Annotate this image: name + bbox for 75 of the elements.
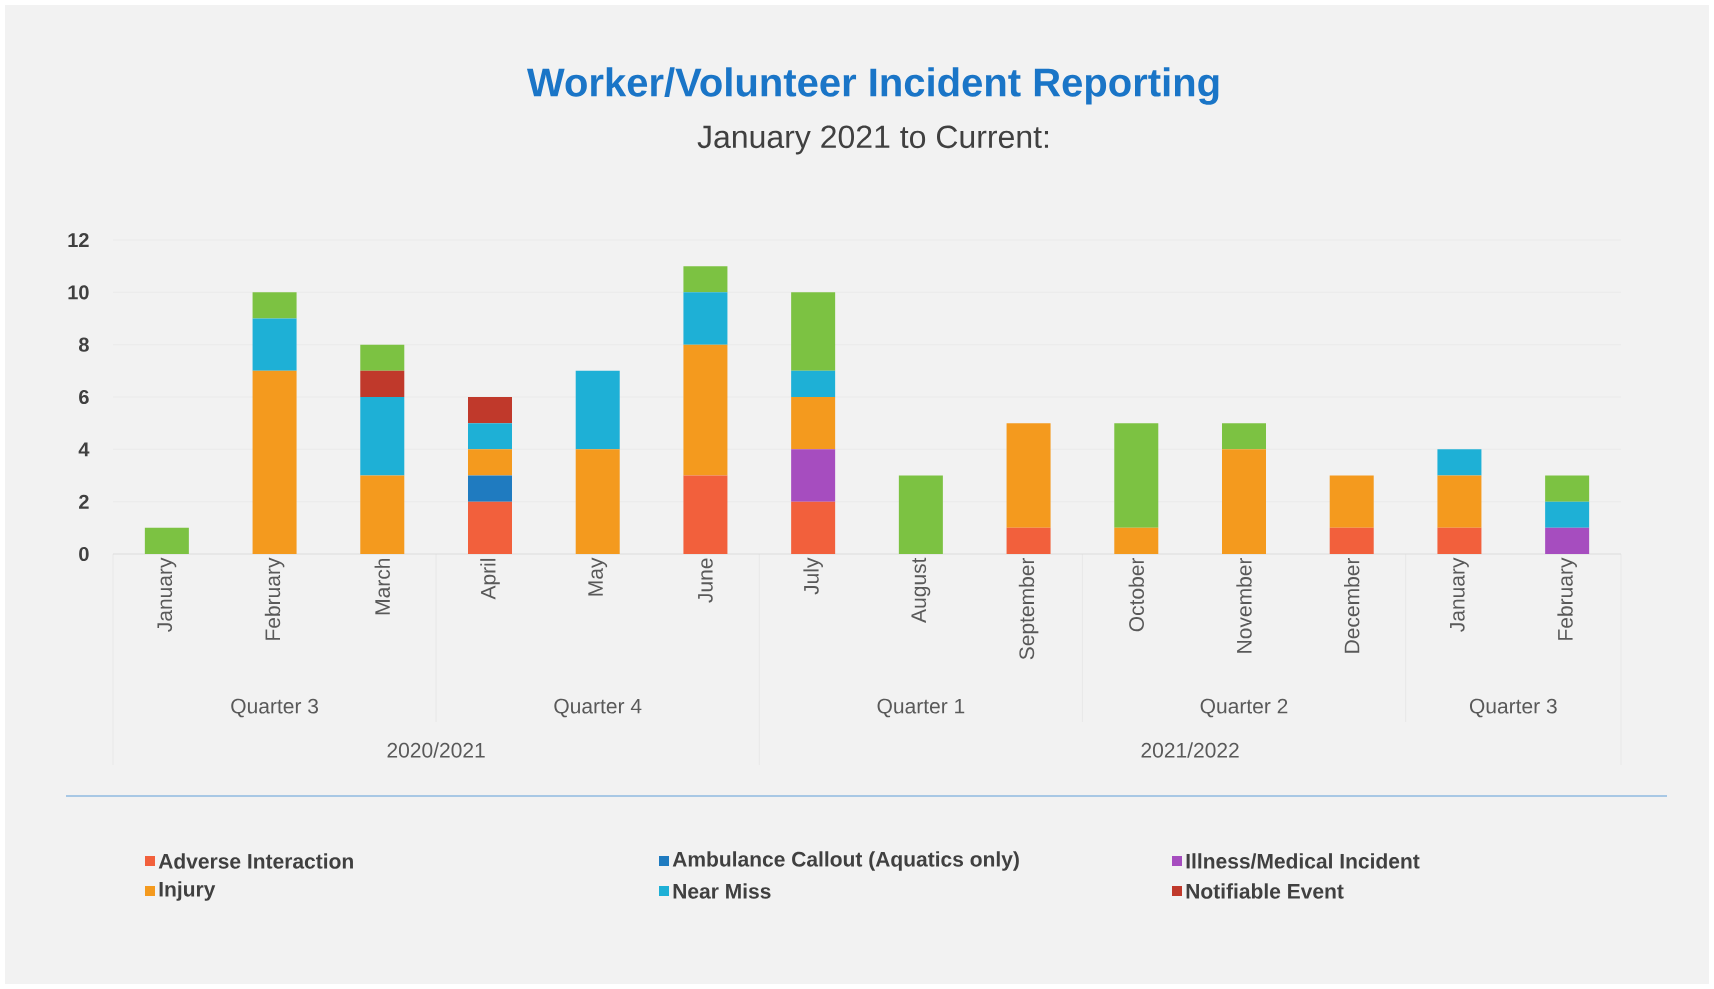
bar <box>1114 423 1159 528</box>
bar <box>1006 423 1051 528</box>
bar <box>360 475 405 555</box>
bar <box>252 370 297 555</box>
x-tick-label: March <box>374 558 390 615</box>
bar <box>360 344 405 371</box>
bar <box>360 370 405 398</box>
bar <box>791 370 836 398</box>
bar <box>575 370 620 450</box>
bar <box>791 449 836 502</box>
y-tick-label: 2 <box>79 494 89 509</box>
y-tick-label: 4 <box>78 442 90 457</box>
bar <box>1437 475 1482 528</box>
bar <box>468 397 512 424</box>
y-tick-label: 12 <box>68 233 89 247</box>
bar <box>468 423 512 450</box>
x-tick-label: August <box>911 557 931 623</box>
bar <box>1437 449 1482 476</box>
bar <box>252 318 297 371</box>
bar <box>683 475 728 555</box>
legend-label: Near Miss <box>673 883 771 899</box>
y-tick-label: 0 <box>79 546 89 562</box>
bar <box>468 475 512 502</box>
x-tick-label: February <box>264 557 285 640</box>
legend-label: Injury <box>159 881 216 901</box>
bar <box>791 397 836 450</box>
y-tick-label: 10 <box>68 285 89 300</box>
legend-label: Adverse Interaction <box>158 853 353 869</box>
bar <box>683 344 728 476</box>
x-tick-label: December <box>1344 557 1360 653</box>
bar <box>1222 449 1266 555</box>
text: Quarter 4 <box>554 698 642 718</box>
text: Quarter 1 <box>877 698 965 718</box>
bar <box>683 266 728 293</box>
x-tick-label: January <box>1450 557 1469 632</box>
bar <box>1222 423 1266 450</box>
bar <box>360 397 405 476</box>
text: Quarter 3 <box>231 698 319 718</box>
legend-label: Illness/Medical Incident <box>1186 853 1420 869</box>
bar <box>791 501 836 555</box>
bar <box>1329 475 1374 528</box>
bar <box>1437 527 1482 555</box>
bar <box>468 501 512 555</box>
chart-subtitle: January 2021 to Current: <box>697 125 1049 155</box>
bar <box>1545 527 1590 555</box>
bar <box>144 527 189 555</box>
x-tick-label: July <box>803 557 823 595</box>
x-tick-label: January <box>157 557 177 632</box>
bar <box>683 292 728 345</box>
x-tick-label: February <box>1557 557 1577 640</box>
x-tick-label: June <box>698 558 713 603</box>
bar <box>468 449 512 476</box>
x-tick-label: October <box>1128 557 1144 632</box>
bar <box>1545 475 1590 502</box>
bar <box>252 292 297 319</box>
bar <box>575 449 620 555</box>
text: 2021/2022 <box>1141 742 1239 758</box>
bar <box>1114 527 1159 555</box>
bar <box>1545 501 1590 528</box>
y-tick-label: 8 <box>78 337 89 352</box>
x-tick-label: September <box>1018 557 1039 660</box>
x-tick-label: May <box>588 557 608 596</box>
x-tick-label: April <box>480 558 500 600</box>
legend-label: Notifiable Event <box>1186 883 1344 899</box>
bar <box>1329 527 1374 555</box>
text: Quarter 2 <box>1200 698 1288 718</box>
bar <box>1006 527 1051 555</box>
chart-title: Worker/Volunteer Incident Reporting <box>526 67 1219 105</box>
text: 2020/2021 <box>387 742 485 758</box>
bar <box>791 292 836 371</box>
text: Quarter 3 <box>1469 698 1557 718</box>
x-tick-label: November <box>1236 557 1252 653</box>
bar <box>898 475 943 555</box>
y-tick-label: 6 <box>79 389 89 405</box>
legend-label: Ambulance Callout (Aquatics only) <box>672 851 1019 871</box>
